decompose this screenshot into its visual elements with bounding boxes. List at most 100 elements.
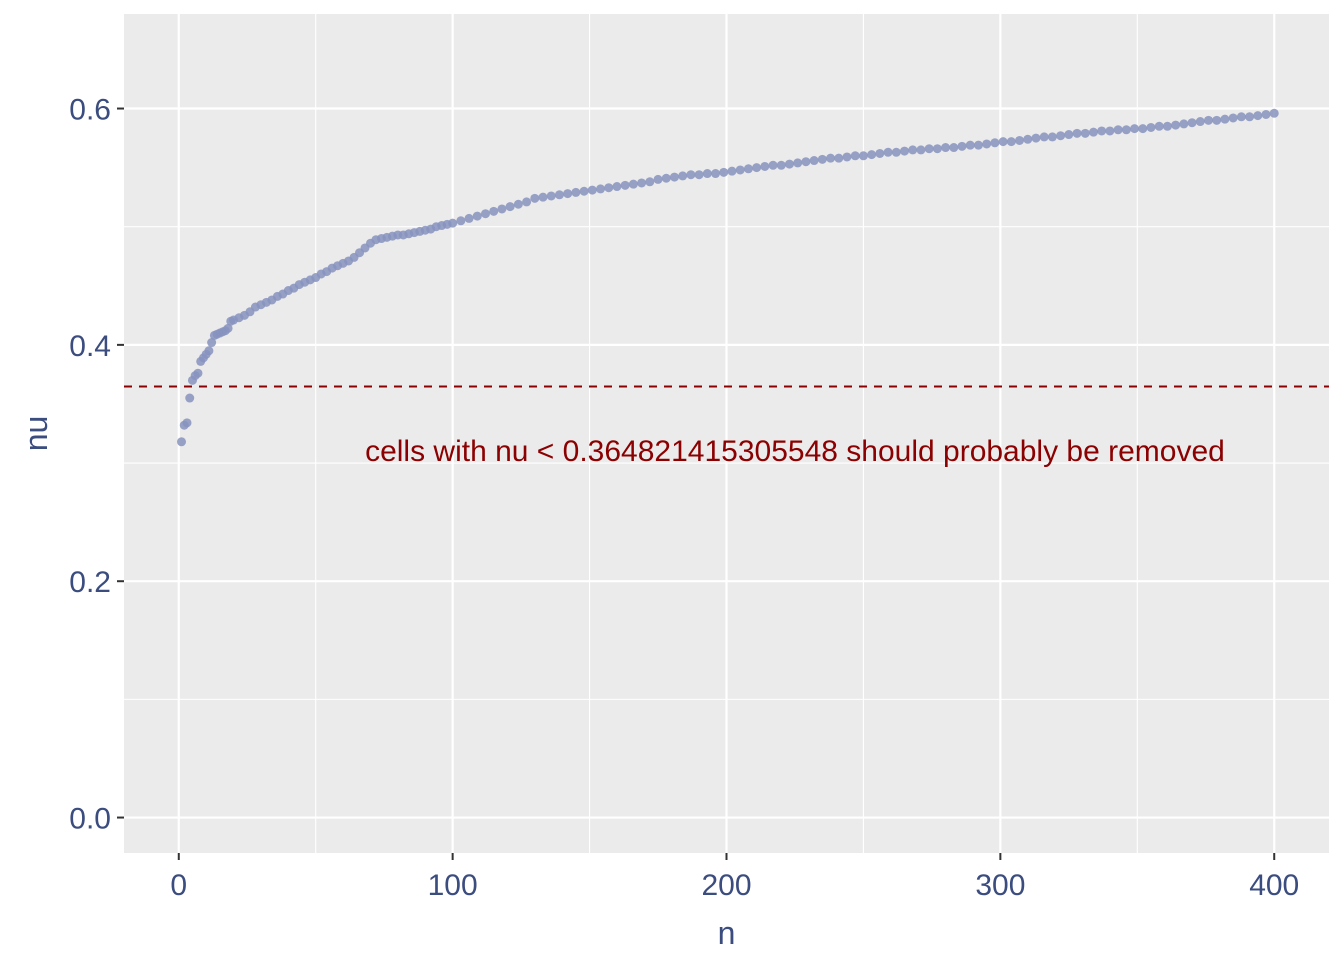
y-tick-label: 0.2: [69, 566, 111, 599]
y-tick-label: 0.6: [69, 94, 111, 127]
data-point: [1236, 112, 1246, 122]
data-point: [752, 163, 762, 173]
data-point: [530, 193, 540, 203]
data-point: [448, 218, 458, 228]
data-point: [661, 173, 671, 183]
data-point: [768, 160, 778, 170]
data-point: [1220, 114, 1230, 124]
data-point: [719, 167, 729, 177]
x-axis: 0 100 200 300 400: [170, 853, 1299, 902]
data-point: [489, 206, 499, 216]
data-point: [1269, 108, 1279, 118]
data-point: [900, 146, 910, 156]
data-point: [1006, 137, 1016, 147]
data-point: [604, 183, 614, 193]
data-point: [1253, 111, 1263, 121]
data-point: [571, 187, 581, 197]
data-point: [464, 213, 474, 223]
data-point: [587, 185, 597, 195]
data-point: [711, 169, 721, 179]
data-point: [949, 143, 959, 153]
data-point: [883, 147, 893, 157]
data-point: [809, 156, 819, 166]
data-point: [1097, 126, 1107, 136]
data-point: [628, 179, 638, 189]
data-point: [743, 164, 753, 174]
data-point: [1261, 109, 1271, 119]
data-point: [637, 178, 647, 188]
data-point: [1088, 127, 1098, 137]
data-point: [858, 151, 868, 161]
data-point: [793, 158, 803, 168]
data-point: [207, 338, 217, 348]
data-point: [924, 144, 934, 154]
data-point: [1039, 132, 1049, 142]
data-point: [694, 170, 704, 180]
data-point: [1204, 115, 1213, 125]
data-point: [998, 137, 1008, 147]
data-point: [472, 211, 482, 221]
data-point: [1072, 128, 1082, 138]
data-point: [867, 150, 877, 160]
data-point: [1056, 131, 1066, 141]
data-point: [497, 204, 507, 214]
data-point: [182, 418, 192, 428]
x-tick-label: 200: [701, 869, 751, 902]
data-point: [1105, 126, 1115, 136]
data-point: [965, 140, 975, 150]
x-tick-label: 0: [170, 869, 187, 902]
data-point: [1138, 124, 1148, 134]
data-point: [990, 138, 1000, 148]
data-point: [1064, 130, 1074, 140]
threshold-annotation: cells with nu < 0.364821415305548 should…: [365, 435, 1225, 468]
data-point: [1031, 133, 1041, 143]
data-point: [1212, 115, 1222, 125]
data-point: [932, 144, 942, 154]
major-gridlines: [124, 14, 1329, 853]
data-point: [1047, 132, 1057, 142]
data-point: [481, 209, 490, 219]
data-point: [193, 368, 203, 378]
data-point: [916, 145, 926, 155]
x-tick-label: 100: [428, 869, 478, 902]
data-point: [973, 140, 983, 150]
data-point: [1245, 112, 1255, 122]
data-point: [1080, 128, 1090, 138]
data-point: [1023, 134, 1033, 144]
data-point: [826, 153, 836, 163]
data-point: [554, 190, 564, 200]
data-point: [1146, 122, 1156, 132]
data-point: [957, 141, 967, 151]
data-point: [702, 169, 712, 179]
data-point: [1113, 125, 1123, 135]
data-point: [982, 139, 992, 149]
data-point: [1195, 117, 1205, 127]
data-point: [177, 437, 187, 447]
data-point: [1162, 121, 1172, 131]
data-point: [834, 153, 844, 163]
data-point: [513, 199, 523, 209]
data-point: [1171, 120, 1181, 130]
data-point: [579, 186, 589, 196]
data-point: [735, 165, 745, 175]
y-axis: 0.0 0.2 0.4 0.6: [69, 94, 124, 836]
data-point: [760, 161, 770, 171]
data-point: [727, 166, 737, 176]
x-axis-title: n: [718, 915, 736, 951]
data-point: [817, 154, 827, 164]
data-point: [842, 152, 852, 162]
data-point: [563, 189, 573, 199]
data-point: [776, 160, 786, 170]
data-point: [546, 191, 556, 201]
data-point: [941, 143, 951, 153]
data-point: [1130, 124, 1140, 134]
data-point: [801, 157, 811, 167]
y-tick-label: 0.4: [69, 330, 111, 363]
data-point: [908, 145, 918, 155]
data-point: [522, 197, 532, 207]
data-point: [620, 180, 630, 190]
y-tick-label: 0.0: [69, 803, 111, 836]
data-point: [1121, 125, 1131, 135]
data-point: [223, 323, 233, 333]
